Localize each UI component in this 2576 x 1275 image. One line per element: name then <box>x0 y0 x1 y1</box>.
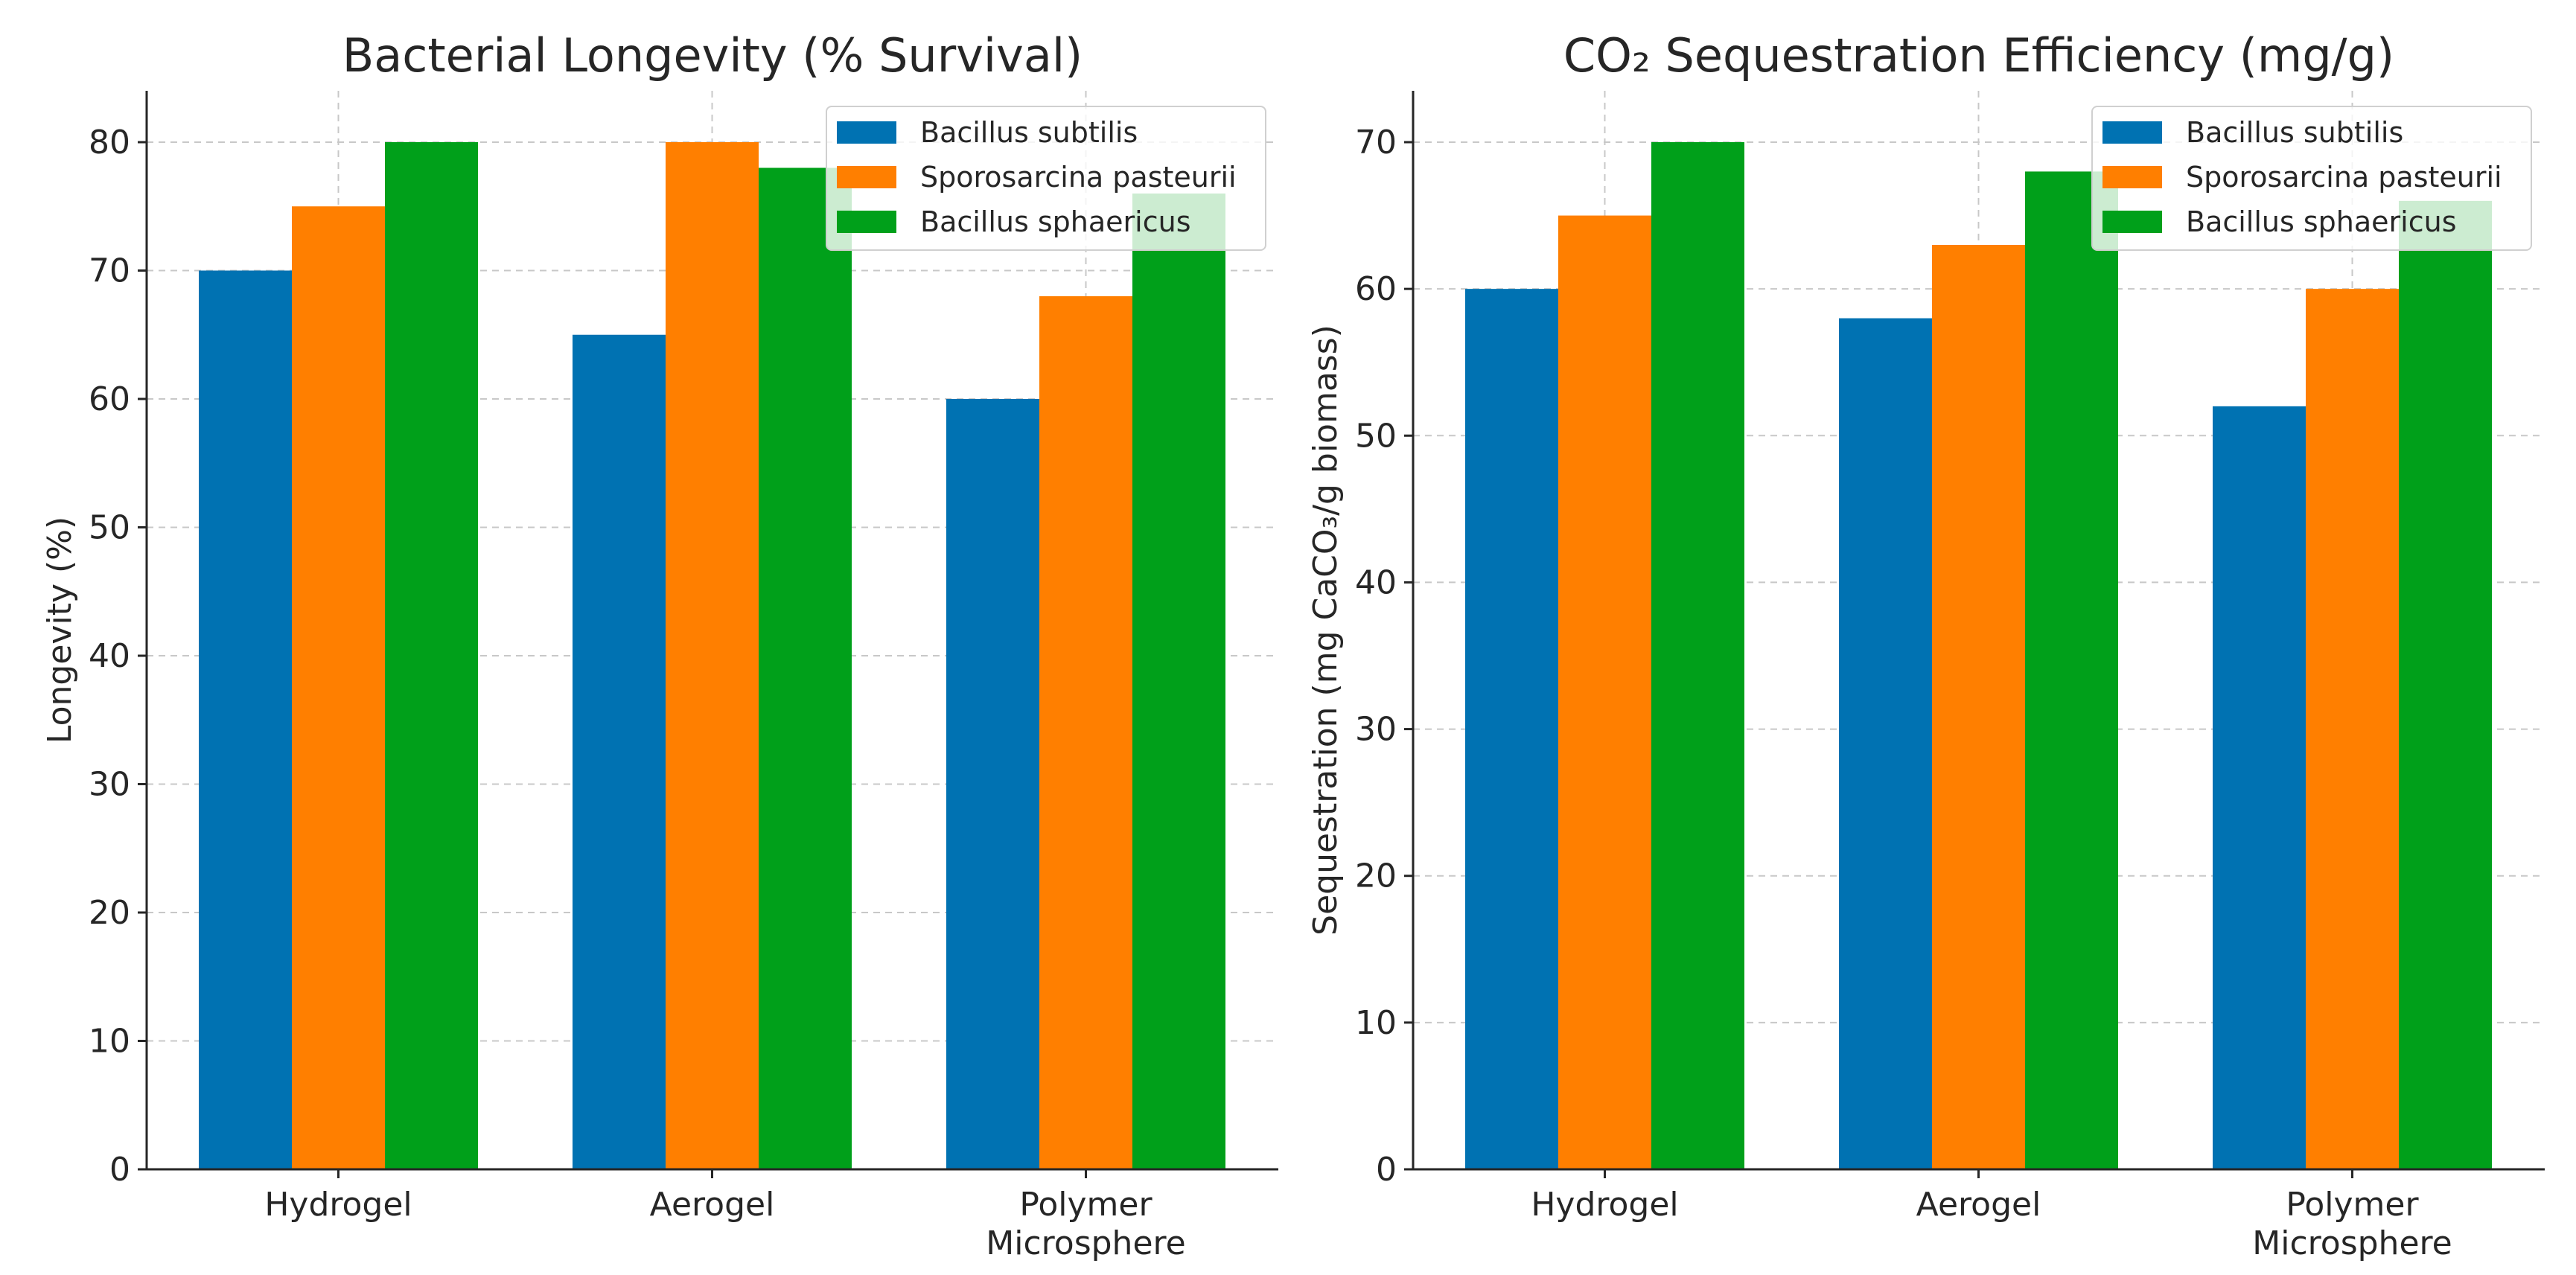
bar <box>573 334 666 1169</box>
y-tick-label: 30 <box>1355 711 1397 749</box>
bar <box>292 206 385 1169</box>
legend-swatch <box>2102 121 2162 144</box>
x-tick-label: Hydrogel <box>264 1186 412 1224</box>
bar <box>2399 200 2492 1169</box>
bar <box>1132 194 1225 1169</box>
y-tick-label: 0 <box>109 1151 130 1189</box>
y-tick-label: 60 <box>89 380 130 418</box>
x-tick-label: Hydrogel <box>1531 1186 1678 1224</box>
legend-label: Bacillus subtilis <box>2186 116 2403 149</box>
bar <box>1465 289 1558 1170</box>
y-tick-label: 50 <box>1355 417 1397 455</box>
bar <box>759 167 852 1169</box>
y-axis-label: Sequestration (mg CaCO₃/g biomass) <box>1307 325 1345 936</box>
y-tick-label: 10 <box>89 1023 130 1061</box>
bar <box>666 142 759 1169</box>
bar <box>1039 296 1132 1169</box>
bar <box>1932 245 2025 1169</box>
legend-swatch <box>2102 166 2162 188</box>
legend-label: Bacillus subtilis <box>920 116 1138 149</box>
y-tick-label: 10 <box>1355 1004 1397 1042</box>
legend: Bacillus subtilis Sporosarcina pasteurii B… <box>2091 106 2532 251</box>
legend-swatch <box>837 211 896 233</box>
legend-label: Sporosarcina pasteurii <box>2186 161 2502 194</box>
y-tick-label: 40 <box>1355 563 1397 601</box>
y-tick-label: 40 <box>89 637 130 675</box>
y-axis-label: Longevity (%) <box>41 517 79 744</box>
legend-label: Bacillus sphaericus <box>920 205 1191 238</box>
chart-title: CO₂ Sequestration Efficiency (mg/g) <box>1563 28 2394 83</box>
longevity-chart: 0 10 20 30 40 50 60 70 80 Hydrogel Aerogel PolymerM… <box>41 28 1278 1262</box>
bar <box>199 270 292 1169</box>
y-tick-label: 70 <box>1355 124 1397 162</box>
bar <box>385 142 478 1169</box>
x-tick-label: Microsphere <box>986 1224 1185 1262</box>
bar <box>1558 215 1651 1170</box>
y-tick-label: 70 <box>89 252 130 290</box>
legend-frame <box>826 106 1266 251</box>
legend-swatch <box>2102 211 2162 233</box>
x-tick-label: Polymer <box>1019 1186 1152 1224</box>
bar <box>2025 171 2118 1169</box>
chart-title: Bacterial Longevity (% Survival) <box>342 28 1083 83</box>
legend-label: Bacillus sphaericus <box>2186 205 2457 238</box>
legend: Bacillus subtilis Sporosarcina pasteurii B… <box>826 106 1266 251</box>
legend-label: Sporosarcina pasteurii <box>920 161 1237 194</box>
y-tick-label: 20 <box>89 894 130 932</box>
legend-swatch <box>837 166 896 188</box>
x-tick-label: Polymer <box>2286 1186 2419 1224</box>
x-tick-label: Aerogel <box>650 1186 775 1224</box>
legend-frame <box>2091 106 2532 251</box>
y-tick-label: 30 <box>89 766 130 804</box>
bar <box>1651 142 1744 1169</box>
y-tick-label: 50 <box>89 509 130 547</box>
y-tick-label: 0 <box>1376 1151 1397 1189</box>
y-tick-label: 80 <box>89 124 130 162</box>
bar <box>2213 406 2306 1169</box>
legend-swatch <box>837 121 896 144</box>
y-tick-label: 20 <box>1355 857 1397 895</box>
bar <box>2306 289 2399 1170</box>
x-tick-label: Microsphere <box>2252 1224 2452 1262</box>
y-tick-label: 60 <box>1355 270 1397 308</box>
bar <box>946 399 1039 1169</box>
sequestration-chart: 0 10 20 30 40 50 60 70 Hydrogel Aerogel PolymerMic… <box>1307 28 2545 1262</box>
bar <box>1839 318 1932 1170</box>
x-tick-label: Aerogel <box>1916 1186 2041 1224</box>
